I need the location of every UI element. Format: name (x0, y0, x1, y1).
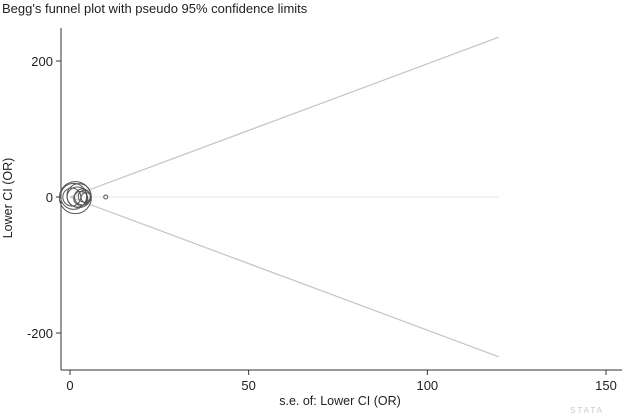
stata-watermark: STATA (570, 406, 604, 415)
upper-confidence-limit (69, 36, 500, 198)
confidence-limits (69, 36, 500, 358)
y-tick-label: 0 (46, 190, 53, 205)
y-axis-title: Lower CI (OR) (1, 158, 15, 239)
chart-title: Begg's funnel plot with pseudo 95% confi… (2, 1, 308, 16)
x-axis-title: s.e. of: Lower CI (OR) (279, 394, 401, 408)
study-point (80, 192, 92, 204)
study-points (58, 181, 109, 215)
study-point (60, 182, 88, 210)
lower-confidence-limit (69, 196, 500, 358)
y-tick-label: -200 (27, 326, 53, 341)
axes: 200 0 -200 0 50 100 150 (27, 28, 622, 393)
x-tick-label: 100 (416, 378, 438, 393)
y-tick-label: 200 (31, 54, 53, 69)
study-point (103, 194, 109, 200)
x-tick-label: 50 (241, 378, 255, 393)
x-tick-label: 150 (595, 378, 617, 393)
x-tick-label: 0 (66, 378, 73, 393)
